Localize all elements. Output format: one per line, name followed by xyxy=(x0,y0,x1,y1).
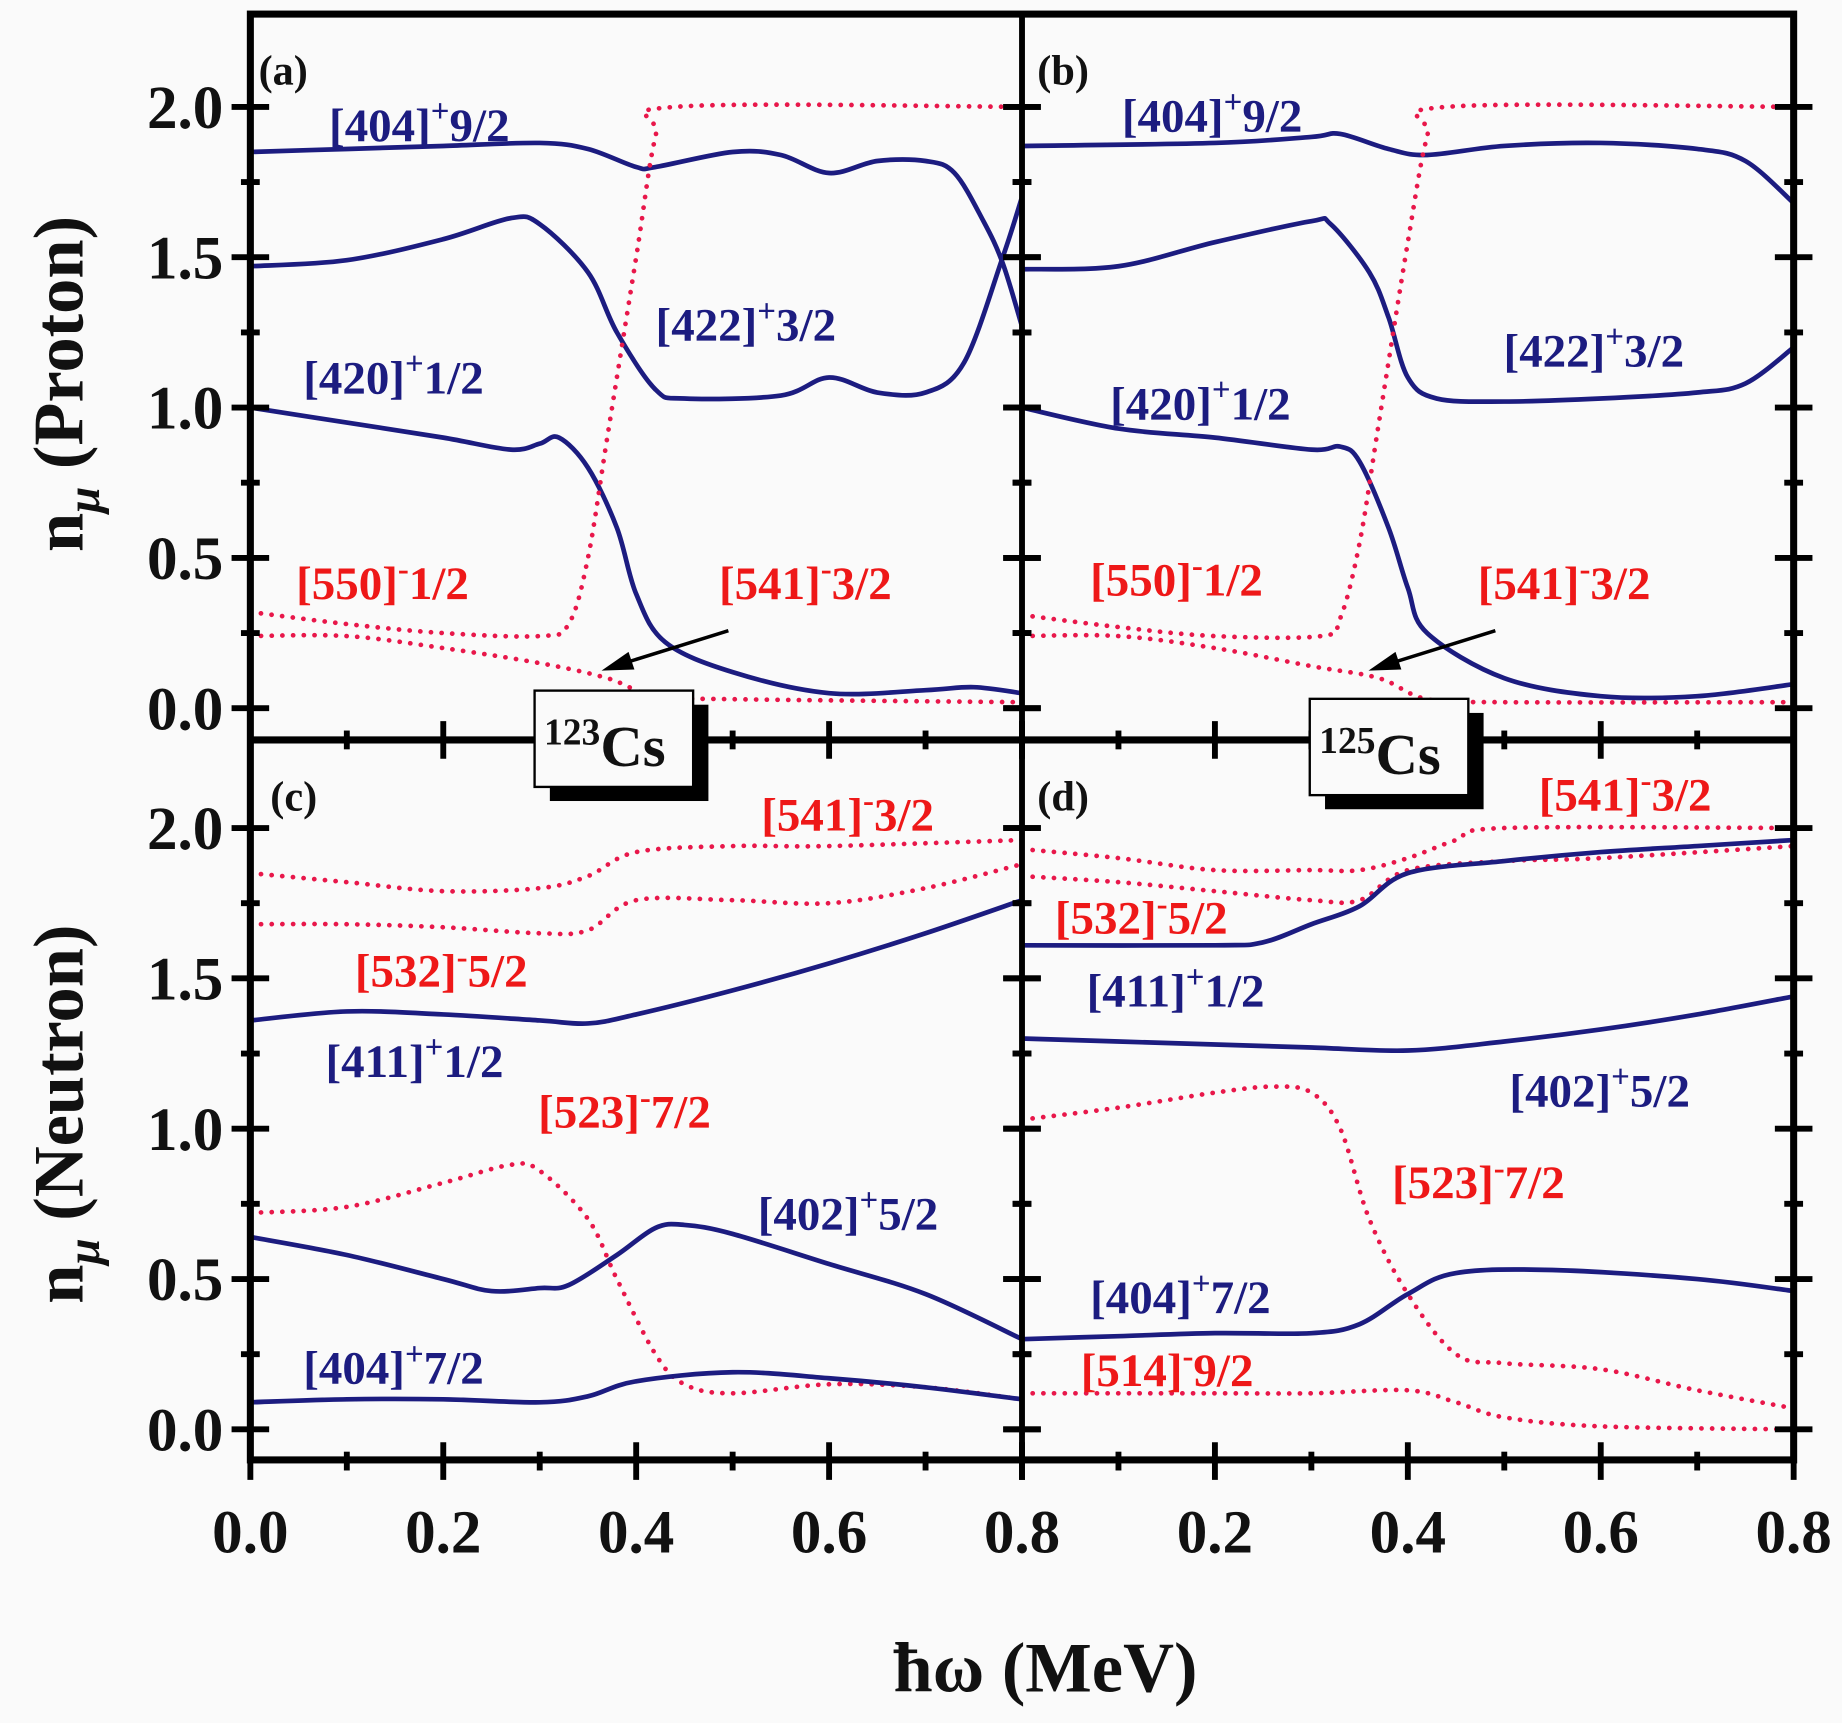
orbital-label: [402]+5/2 xyxy=(1509,1060,1690,1118)
svg-text:125Cs: 125Cs xyxy=(1319,721,1441,787)
orbital-label: [514]-9/2 xyxy=(1081,1339,1254,1397)
curve-54132 xyxy=(1019,824,1797,874)
orbital-label: [404]+9/2 xyxy=(1122,85,1303,143)
curve-42232 xyxy=(1019,215,1797,405)
orbital-label: [550]-1/2 xyxy=(296,552,469,610)
y-axis-title-neutron: nμ (Neutron) xyxy=(20,925,109,1304)
curve-55012 xyxy=(1019,102,1797,641)
x-tick-label: 0.0 xyxy=(212,1500,288,1567)
orbital-label: [420]+1/2 xyxy=(1110,373,1291,431)
curve-53252 xyxy=(1019,843,1797,906)
x-tick-label: 0.4 xyxy=(1370,1500,1446,1567)
arrow-b xyxy=(1368,629,1496,671)
orbital-label: [422]+3/2 xyxy=(656,294,837,352)
orbital-label: [523]-7/2 xyxy=(538,1081,711,1139)
y-tick-label: 0.5 xyxy=(147,526,223,593)
curve-42012 xyxy=(1019,405,1797,701)
y-tick-label: 1.5 xyxy=(147,947,223,1014)
x-tick-label: 0.6 xyxy=(791,1500,867,1567)
arrow-a xyxy=(601,629,729,671)
x-tick-label: 0.4 xyxy=(598,1500,674,1567)
y-tick-label: 2.0 xyxy=(147,75,223,142)
curve-54132 xyxy=(248,837,1025,894)
y-axis-title-proton: nμ (Proton) xyxy=(20,216,109,552)
nucleus-box-125cs: 125Cs xyxy=(1308,697,1484,810)
curves xyxy=(248,102,1797,1432)
curve-52372 xyxy=(1019,1084,1797,1411)
curve-40252 xyxy=(248,1221,1025,1342)
y-tick-label: 0.0 xyxy=(147,1398,223,1465)
y-tick-label: 1.0 xyxy=(147,376,223,443)
panel-tag-b: (b) xyxy=(1037,48,1089,95)
orbital-labels: [404]+9/2 [422]+3/2 [420]+1/2 [550]-1/2 [541… xyxy=(296,85,1711,1397)
curve-40492 xyxy=(1019,131,1797,206)
panel-tag-a: (a) xyxy=(259,48,308,95)
panel-tag-d: (d) xyxy=(1037,773,1089,820)
orbital-label: [422]+3/2 xyxy=(1504,320,1685,378)
orbital-label: [404]+7/2 xyxy=(1090,1266,1271,1324)
orbital-label: [411]+1/2 xyxy=(326,1030,504,1088)
nucleus-box-123cs: 123Cs xyxy=(533,689,709,802)
y-tick-label: 1.0 xyxy=(147,1097,223,1164)
x-tick-label: 0.2 xyxy=(1177,1500,1253,1567)
curve-42012 xyxy=(248,405,1025,697)
orbital-label: [541]-3/2 xyxy=(1539,764,1712,822)
orbital-label: [532]-5/2 xyxy=(1055,887,1228,945)
curve-42232 xyxy=(248,194,1025,402)
orbital-label: [523]-7/2 xyxy=(1392,1151,1565,1209)
curve-40252 xyxy=(1019,994,1797,1054)
y-tick-label: 0.5 xyxy=(147,1247,223,1314)
tick-labels: 0.0 0.5 1.0 1.5 2.0 0.0 0.5 1.0 1.5 2.0 0.0 0.2 0.4 0… xyxy=(147,75,1832,1567)
y-tick-label: 1.5 xyxy=(147,225,223,292)
curve-41112 xyxy=(248,897,1025,1027)
curve-55012 xyxy=(248,102,1025,639)
orbital-label: [404]+7/2 xyxy=(303,1337,484,1395)
orbital-label: [411]+1/2 xyxy=(1087,960,1265,1018)
orbital-label: [420]+1/2 xyxy=(303,347,484,405)
orbital-label: [532]-5/2 xyxy=(355,940,528,998)
curve-40492 xyxy=(248,140,1025,329)
curve-41112 xyxy=(1019,837,1797,948)
curve-54132 xyxy=(1019,632,1797,705)
curve-40472 xyxy=(1019,1267,1797,1342)
x-tick-label: 0.8 xyxy=(984,1500,1060,1567)
orbital-label: [404]+9/2 xyxy=(329,94,510,152)
orbital-label: [541]-3/2 xyxy=(1478,552,1651,610)
svg-text:123Cs: 123Cs xyxy=(544,713,666,779)
x-tick-label: 0.2 xyxy=(405,1500,481,1567)
orbital-label: [541]-3/2 xyxy=(761,784,934,842)
y-tick-label: 2.0 xyxy=(147,796,223,863)
curve-52372 xyxy=(248,1161,1025,1402)
x-tick-label: 0.6 xyxy=(1563,1500,1639,1567)
curve-53252 xyxy=(248,861,1025,937)
orbital-label: [541]-3/2 xyxy=(719,552,892,610)
curve-51492 xyxy=(1019,1387,1797,1432)
panel-tag-c: (c) xyxy=(270,773,317,820)
curve-40472 xyxy=(248,1369,1025,1405)
orbital-label: [550]-1/2 xyxy=(1090,549,1263,607)
x-tick-label: 0.8 xyxy=(1755,1500,1831,1567)
orbital-label: [402]+5/2 xyxy=(758,1183,939,1241)
y-tick-label: 0.0 xyxy=(147,676,223,743)
x-axis-title: ħω (MeV) xyxy=(894,1629,1198,1707)
